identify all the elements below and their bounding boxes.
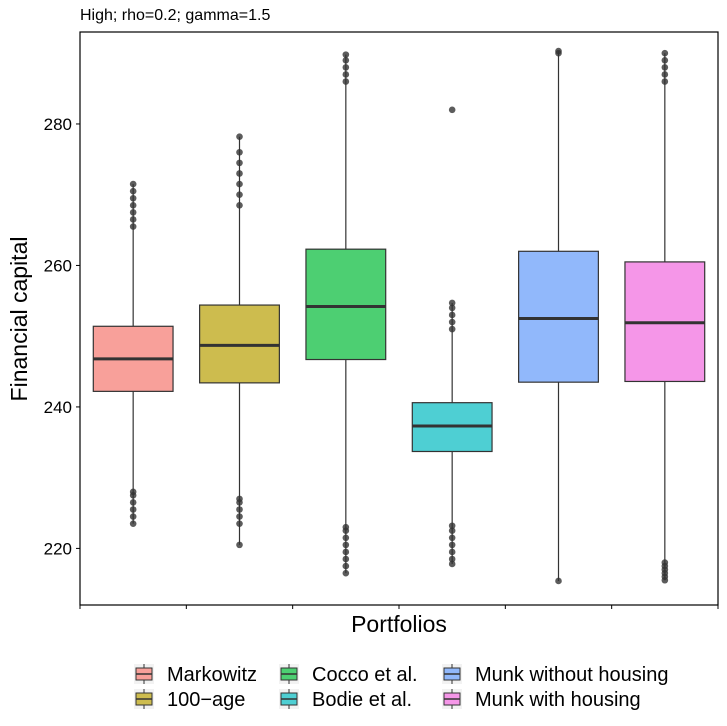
outlier-point — [448, 560, 456, 568]
legend-label: Cocco et al. — [312, 664, 418, 686]
box-cocco-et-al- — [305, 51, 387, 577]
outlier-point — [129, 216, 137, 223]
legend-key — [134, 664, 154, 684]
legend-key — [279, 689, 299, 709]
chart-title: High; rho=0.2; gamma=1.5 — [80, 7, 270, 24]
outlier-point — [342, 51, 350, 58]
outlier-point — [236, 180, 243, 188]
y-tick-label: 280 — [44, 115, 72, 134]
box-munk-with-housing — [624, 49, 706, 584]
outlier-point — [129, 513, 137, 520]
outlier-point — [129, 506, 137, 513]
outlier-point — [129, 187, 137, 195]
y-axis: 220 240 260 280 — [44, 115, 80, 558]
outlier-point — [661, 64, 669, 71]
y-axis-label: Financial capital — [6, 237, 32, 402]
y-tick-label: 240 — [44, 398, 72, 417]
outlier-point — [342, 523, 350, 531]
outlier-point — [342, 56, 350, 64]
outlier-point — [448, 106, 456, 114]
outlier-point — [448, 541, 456, 549]
outlier-point — [661, 559, 669, 566]
outlier-point — [448, 299, 456, 307]
y-tick-label: 220 — [44, 539, 72, 558]
outlier-point — [661, 56, 669, 64]
outlier-point — [342, 64, 350, 71]
y-tick-label: 260 — [44, 256, 72, 275]
outlier-point — [448, 534, 456, 542]
x-axis-label: Portfolios — [351, 611, 447, 637]
outlier-point — [448, 325, 456, 333]
outlier-point — [342, 534, 350, 542]
outlier-point — [342, 71, 350, 78]
outlier-point — [236, 133, 243, 140]
plot-panel — [79, 31, 719, 606]
outlier-point — [448, 548, 456, 556]
outlier-point — [236, 541, 243, 549]
legend-key — [134, 689, 154, 709]
outlier-point — [129, 223, 137, 230]
outlier-point — [236, 513, 243, 520]
legend: Markowitz 100−age Cocco et al. Bodie et al.… — [134, 664, 668, 711]
outlier-point — [342, 78, 350, 85]
outlier-point — [236, 202, 243, 209]
boxes-layer — [92, 47, 706, 585]
outlier-point — [448, 522, 456, 530]
outlier-point — [555, 577, 562, 585]
legend-label: Bodie et al. — [312, 689, 412, 711]
box-100-age — [199, 133, 280, 549]
outlier-point — [342, 569, 350, 577]
outlier-point — [342, 548, 350, 556]
x-axis — [79, 605, 719, 609]
outlier-point — [129, 499, 137, 506]
outlier-point — [129, 520, 137, 527]
outlier-point — [448, 318, 456, 326]
legend-label: Munk with housing — [475, 689, 641, 711]
outlier-point — [661, 78, 669, 85]
outlier-point — [236, 495, 243, 503]
outlier-point — [342, 541, 350, 549]
outlier-point — [342, 562, 350, 570]
outlier-point — [129, 180, 137, 188]
legend-key — [442, 664, 462, 684]
outlier-point — [448, 555, 456, 563]
legend-key — [442, 689, 462, 709]
outlier-point — [129, 209, 137, 216]
outlier-point — [236, 148, 243, 156]
outlier-point — [236, 191, 243, 199]
outlier-point — [129, 488, 137, 496]
outlier-point — [448, 527, 456, 535]
outlier-point — [236, 506, 243, 513]
outlier-point — [129, 202, 137, 209]
outlier-point — [129, 194, 137, 202]
outlier-point — [555, 47, 562, 55]
legend-label: 100−age — [167, 689, 245, 711]
outlier-point — [236, 170, 243, 177]
box-munk-without-housing — [518, 47, 599, 585]
box-bodie-et-al- — [411, 106, 493, 568]
outlier-point — [661, 71, 669, 78]
legend-key — [279, 664, 299, 684]
outlier-point — [661, 49, 669, 57]
legend-label: Markowitz — [167, 664, 257, 686]
box-body — [518, 250, 599, 383]
outlier-point — [448, 311, 456, 319]
box-body — [305, 248, 387, 361]
outlier-point — [236, 520, 243, 527]
outlier-point — [342, 555, 350, 563]
outlier-point — [448, 304, 456, 312]
outlier-point — [236, 159, 243, 167]
box-markowitz — [92, 180, 174, 527]
legend-label: Munk without housing — [475, 664, 668, 686]
